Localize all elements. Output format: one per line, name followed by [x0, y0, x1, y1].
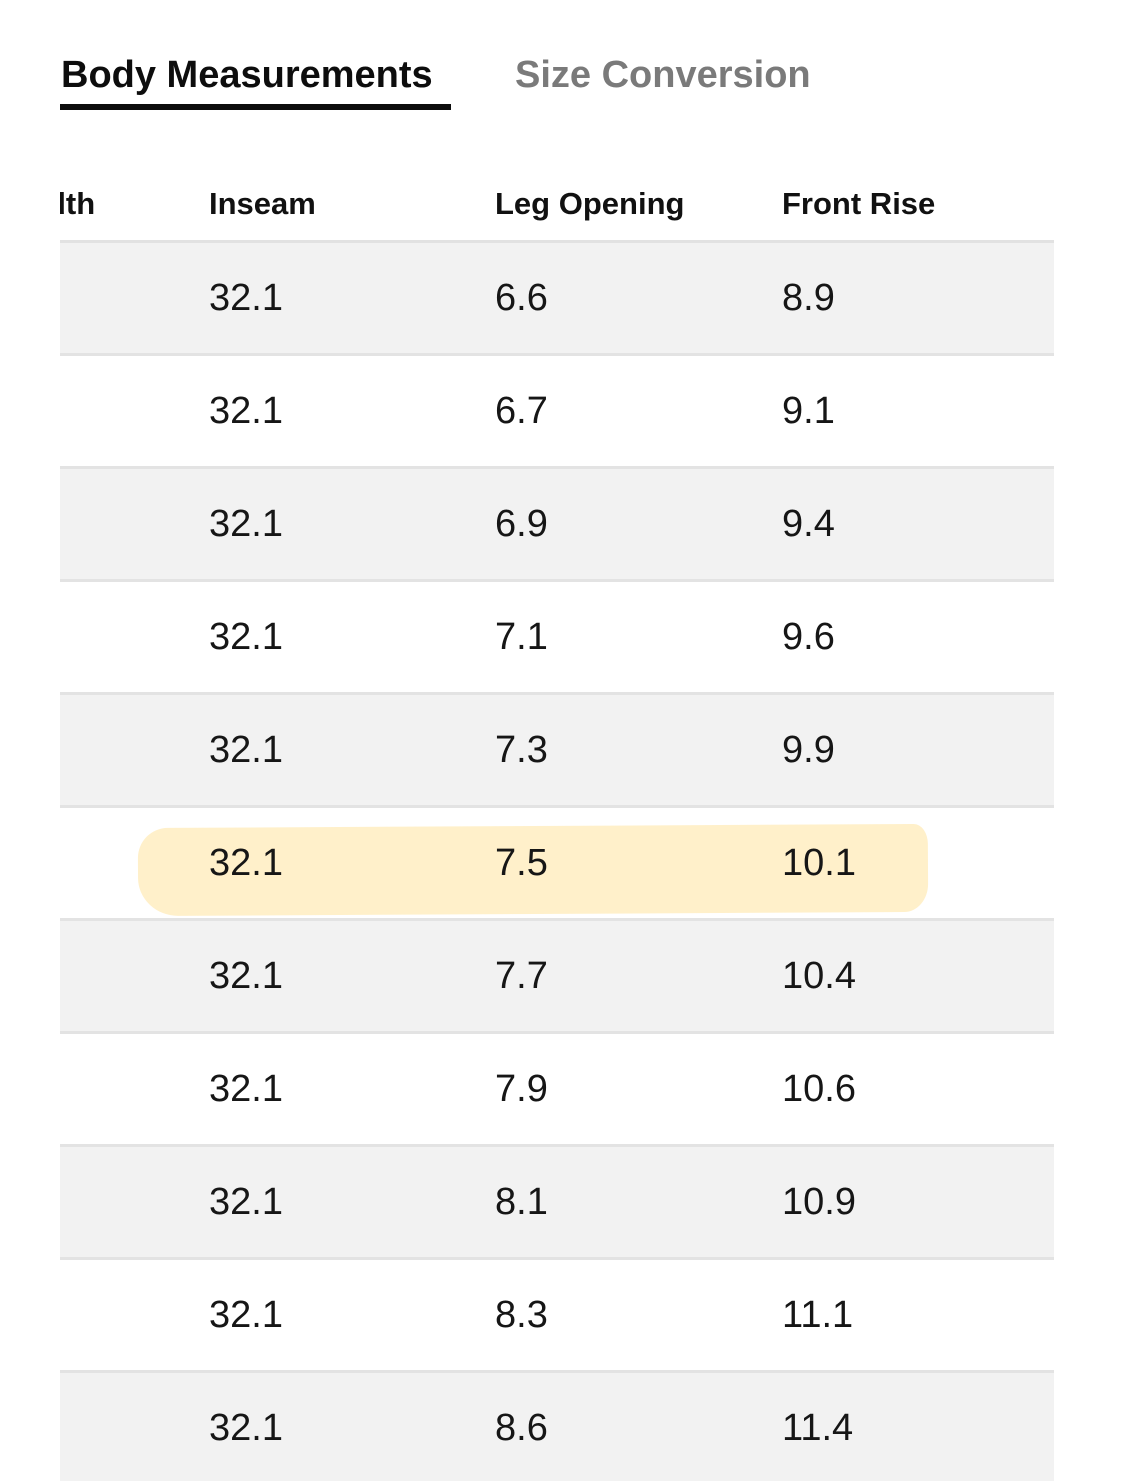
cell-front-rise: 10.9 — [782, 1181, 856, 1223]
cell-inseam: 32.1 — [209, 503, 283, 545]
cell-inseam: 32.1 — [209, 616, 283, 658]
cell-inseam: 32.1 — [209, 277, 283, 319]
column-header-partial: dth — [60, 186, 96, 221]
table-row: 32.1 8.1 10.9 — [60, 1147, 1054, 1260]
cell-inseam: 32.1 — [209, 955, 283, 997]
table-row: 32.1 7.5 10.1 — [60, 808, 1054, 921]
cell-front-rise: 9.6 — [782, 616, 835, 658]
cell-front-rise: 10.1 — [782, 842, 856, 884]
cell-leg-opening: 7.1 — [495, 616, 548, 658]
cell-inseam: 32.1 — [209, 1181, 283, 1223]
table-header-row: dth Inseam Leg Opening Front Rise — [60, 170, 1054, 243]
column-header-leg-opening: Leg Opening — [495, 186, 685, 221]
cell-front-rise: 9.4 — [782, 503, 835, 545]
table-row: 32.1 6.9 9.4 — [60, 469, 1054, 582]
table-row: 32.1 7.9 10.6 — [60, 1034, 1054, 1147]
column-header-inseam: Inseam — [209, 186, 316, 221]
cell-inseam: 32.1 — [209, 1294, 283, 1336]
cell-inseam: 32.1 — [209, 842, 283, 884]
cell-leg-opening: 8.3 — [495, 1294, 548, 1336]
cell-front-rise: 10.4 — [782, 955, 856, 997]
table-row: 32.1 7.7 10.4 — [60, 921, 1054, 1034]
cell-front-rise: 8.9 — [782, 277, 835, 319]
tab-bar: Body Measurements Size Conversion — [0, 0, 1125, 130]
table-row: 32.1 8.6 11.4 — [60, 1373, 1054, 1481]
active-tab-indicator — [60, 104, 451, 110]
table-row: 32.1 7.1 9.6 — [60, 582, 1054, 695]
cell-front-rise: 9.9 — [782, 729, 835, 771]
cell-front-rise: 9.1 — [782, 390, 835, 432]
cell-leg-opening: 7.7 — [495, 955, 548, 997]
cell-leg-opening: 7.5 — [495, 842, 548, 884]
cell-leg-opening: 6.7 — [495, 390, 548, 432]
tab-body-measurements[interactable]: Body Measurements — [61, 54, 433, 96]
tab-size-conversion[interactable]: Size Conversion — [515, 54, 811, 96]
cell-front-rise: 11.1 — [782, 1294, 854, 1336]
cell-front-rise: 11.4 — [782, 1407, 854, 1449]
cell-leg-opening: 6.6 — [495, 277, 548, 319]
table-body: 32.1 6.6 8.9 32.1 6.7 9.1 32.1 6.9 9.4 32.1 7.1 9.6… — [60, 243, 1054, 1481]
column-header-front-rise: Front Rise — [782, 186, 936, 221]
table-row: 32.1 8.3 11.1 — [60, 1260, 1054, 1373]
cell-leg-opening: 8.6 — [495, 1407, 548, 1449]
table-row: 32.1 6.6 8.9 — [60, 243, 1054, 356]
cell-inseam: 32.1 — [209, 1407, 283, 1449]
cell-leg-opening: 8.1 — [495, 1181, 548, 1223]
cell-inseam: 32.1 — [209, 1068, 283, 1110]
cell-front-rise: 10.6 — [782, 1068, 856, 1110]
table-row: 32.1 7.3 9.9 — [60, 695, 1054, 808]
cell-leg-opening: 7.3 — [495, 729, 548, 771]
table-row: 32.1 6.7 9.1 — [60, 356, 1054, 469]
cell-leg-opening: 7.9 — [495, 1068, 548, 1110]
cell-inseam: 32.1 — [209, 390, 283, 432]
cell-leg-opening: 6.9 — [495, 503, 548, 545]
measurements-table[interactable]: dth Inseam Leg Opening Front Rise 32.1 6.… — [60, 170, 1054, 1481]
cell-inseam: 32.1 — [209, 729, 283, 771]
